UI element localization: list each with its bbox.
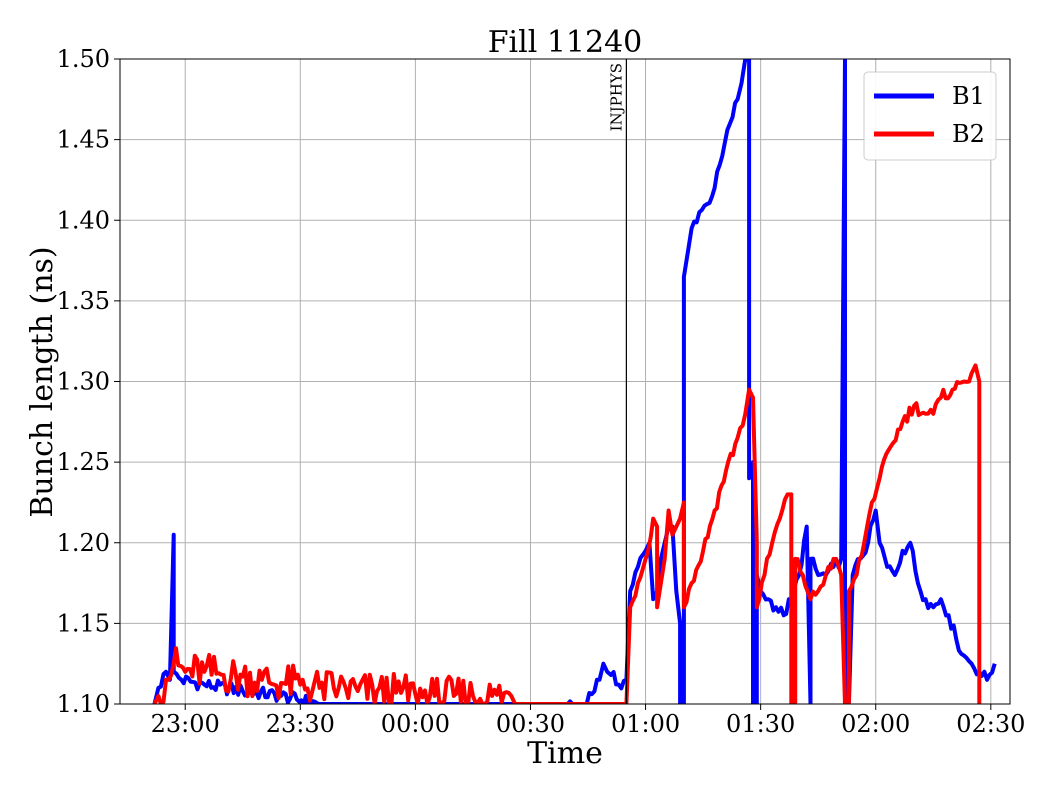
series-b1-line xyxy=(152,59,997,704)
legend-label-b2: B2 xyxy=(952,120,985,148)
y-tick-label: 1.40 xyxy=(57,206,110,234)
legend-label-b1: B1 xyxy=(952,82,985,110)
injphys-marker-label: INJPHYS xyxy=(607,63,625,131)
y-tick-label: 1.50 xyxy=(57,45,110,73)
x-tick-label: 00:30 xyxy=(496,710,565,738)
x-tick-label: 01:30 xyxy=(726,710,795,738)
x-tick-label: 02:30 xyxy=(956,710,1025,738)
y-tick-label: 1.25 xyxy=(57,448,110,476)
event-markers: INJPHYS xyxy=(607,59,627,704)
y-tick-label: 1.45 xyxy=(57,126,110,154)
x-tick-label: 23:30 xyxy=(266,710,335,738)
plot-area xyxy=(152,59,997,704)
y-tick-label: 1.15 xyxy=(57,609,110,637)
x-axis-ticks: 23:00 23:30 00:00 00:30 01:00 01:30 02:00 02:30 xyxy=(151,704,1025,738)
x-tick-label: 00:00 xyxy=(381,710,450,738)
x-axis-title: Time xyxy=(527,736,603,771)
y-tick-label: 1.30 xyxy=(57,368,110,396)
series-b2-line xyxy=(152,363,982,704)
y-tick-label: 1.10 xyxy=(57,690,110,718)
chart-title: Fill 11240 xyxy=(488,25,643,60)
y-tick-label: 1.35 xyxy=(57,287,110,315)
x-tick-label: 02:00 xyxy=(841,710,910,738)
y-axis-ticks: 1.10 1.15 1.20 1.25 1.30 1.35 1.40 1.45 1.50 xyxy=(57,45,120,718)
x-tick-label: 01:00 xyxy=(611,710,680,738)
x-tick-label: 23:00 xyxy=(151,710,220,738)
y-tick-label: 1.20 xyxy=(57,529,110,557)
y-axis-title: Bunch length (ns) xyxy=(25,246,60,517)
